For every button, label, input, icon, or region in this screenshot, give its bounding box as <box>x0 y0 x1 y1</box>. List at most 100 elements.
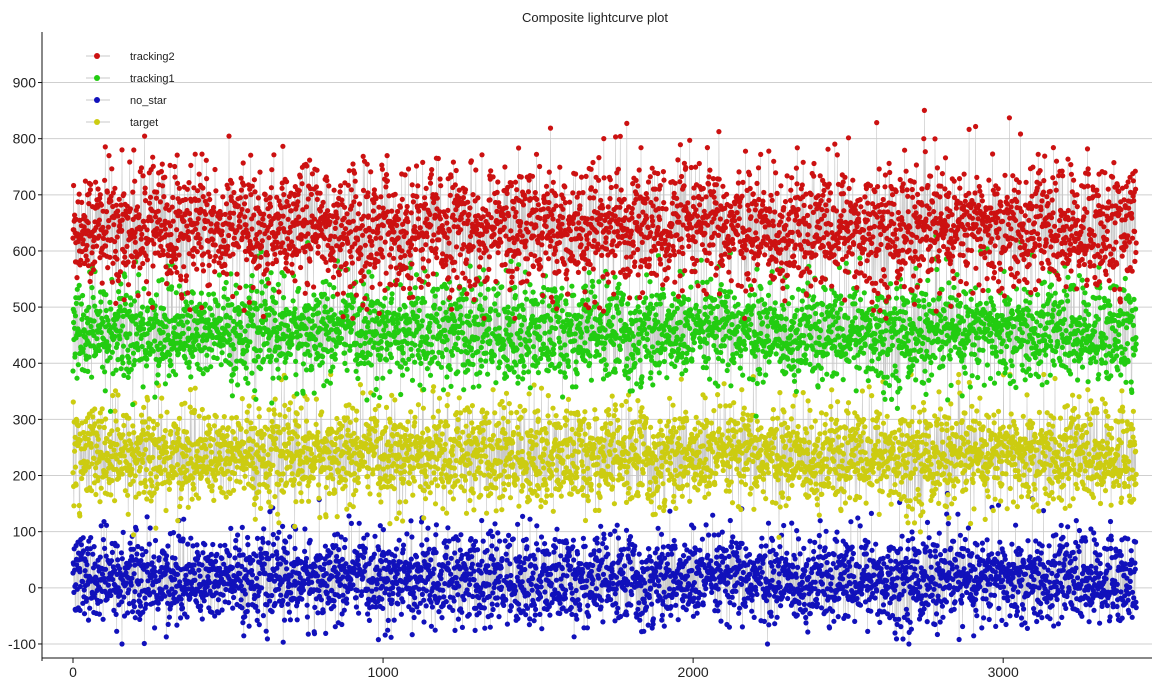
data-point <box>457 435 463 441</box>
data-point <box>884 578 890 584</box>
data-point <box>496 579 502 585</box>
data-point <box>914 559 920 565</box>
data-point <box>585 603 591 609</box>
data-point <box>323 514 329 520</box>
data-point <box>151 490 157 496</box>
data-point <box>245 602 251 608</box>
data-point <box>819 581 826 587</box>
data-point <box>164 409 170 415</box>
data-point <box>983 596 989 602</box>
data-point <box>265 452 271 458</box>
data-point <box>784 550 790 556</box>
data-point <box>847 563 853 569</box>
data-point <box>538 594 544 600</box>
data-point <box>300 449 306 455</box>
data-point <box>517 403 523 409</box>
data-point <box>303 555 310 562</box>
data-point <box>411 478 417 484</box>
data-point <box>260 456 266 462</box>
data-point <box>438 576 444 582</box>
data-point <box>479 558 485 564</box>
data-point <box>987 581 993 587</box>
data-point <box>468 536 474 542</box>
data-point <box>538 534 545 540</box>
data-point <box>168 428 174 435</box>
data-point <box>588 568 595 575</box>
data-point <box>387 559 393 566</box>
data-point <box>296 423 302 429</box>
data-point <box>654 546 660 552</box>
data-point <box>531 618 537 624</box>
data-point <box>309 451 315 457</box>
data-point <box>120 432 126 438</box>
data-point <box>319 409 325 415</box>
data-point <box>397 439 403 445</box>
data-point <box>191 407 198 413</box>
data-point <box>360 554 367 561</box>
data-point <box>506 474 512 480</box>
data-point <box>304 396 310 402</box>
data-point <box>840 576 846 582</box>
data-point <box>263 628 269 634</box>
data-point <box>747 571 753 577</box>
data-point <box>170 530 177 536</box>
data-point <box>85 436 91 442</box>
data-point <box>848 519 854 525</box>
data-point <box>727 517 733 524</box>
data-point <box>486 593 492 600</box>
data-point <box>544 440 551 446</box>
data-point <box>764 641 771 647</box>
data-point <box>431 581 437 587</box>
data-point <box>507 561 513 567</box>
data-point <box>156 555 162 561</box>
data-point <box>900 636 906 642</box>
data-point <box>659 617 665 623</box>
data-point <box>125 610 131 616</box>
data-point <box>490 432 496 439</box>
data-point <box>348 577 354 583</box>
data-point <box>197 573 203 579</box>
data-point <box>1114 603 1120 610</box>
data-point <box>562 591 568 597</box>
data-point <box>504 574 510 580</box>
data-point <box>1055 621 1061 627</box>
data-point <box>863 551 870 557</box>
data-point <box>158 470 164 476</box>
data-point <box>98 523 104 529</box>
data-point <box>102 545 108 552</box>
data-point <box>533 442 539 448</box>
data-point <box>545 413 551 419</box>
data-point <box>84 596 90 602</box>
data-point <box>466 470 472 476</box>
data-point <box>510 536 516 542</box>
data-point <box>872 595 878 601</box>
data-point <box>835 614 841 620</box>
data-point <box>371 551 377 557</box>
data-point <box>942 559 948 565</box>
data-point <box>698 573 704 579</box>
data-point <box>523 536 529 543</box>
data-point <box>921 606 927 612</box>
data-point <box>491 469 497 475</box>
data-point <box>261 561 267 567</box>
data-point <box>423 603 429 609</box>
data-point <box>174 571 181 578</box>
data-point <box>89 461 95 467</box>
data-point <box>466 611 472 618</box>
data-point <box>499 556 505 562</box>
data-point <box>566 553 573 559</box>
data-point <box>463 423 469 429</box>
data-point <box>636 600 642 606</box>
data-point <box>154 421 160 428</box>
data-point <box>164 449 170 455</box>
data-point <box>209 483 215 489</box>
data-point <box>366 561 372 567</box>
data-point <box>151 565 157 571</box>
data-point <box>365 484 371 490</box>
data-point <box>472 627 478 634</box>
data-point <box>974 542 980 548</box>
data-point <box>427 490 433 496</box>
data-point <box>570 537 577 543</box>
data-point <box>847 581 853 587</box>
data-point <box>375 637 381 643</box>
